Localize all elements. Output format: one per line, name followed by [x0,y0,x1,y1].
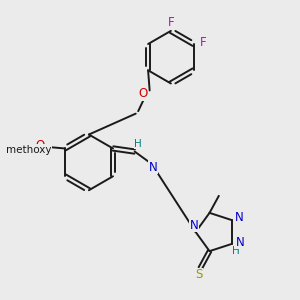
Text: N: N [236,236,245,249]
Text: F: F [200,36,207,49]
Text: O: O [138,87,148,100]
Text: methoxy: methoxy [6,145,51,155]
Text: O: O [35,140,45,152]
Text: F: F [168,16,174,29]
Text: S: S [195,268,202,281]
Text: H: H [134,139,142,149]
Text: H: H [232,246,240,256]
Text: N: N [235,211,243,224]
Text: N: N [149,160,158,173]
Text: N: N [190,219,199,232]
